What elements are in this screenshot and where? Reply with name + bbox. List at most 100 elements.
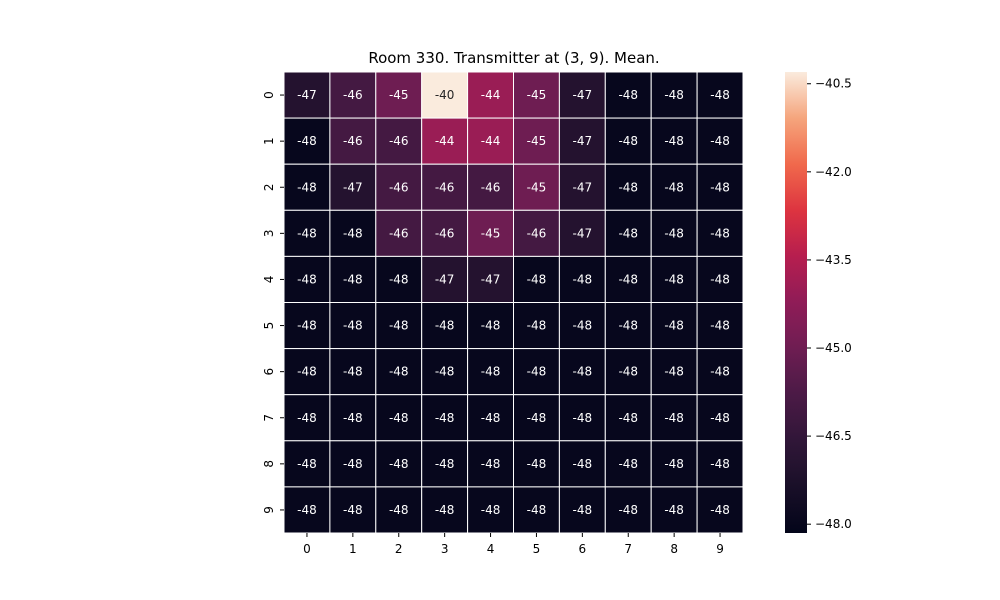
y-tick-label: 5: [262, 322, 276, 330]
heatmap-cell: [604, 163, 652, 211]
cell-value-label: -48: [435, 319, 455, 333]
cell-value-label: -48: [573, 365, 593, 379]
heatmap-cell: [329, 440, 377, 488]
heatmap-cell: [375, 440, 423, 488]
heatmap-cell: [604, 117, 652, 165]
cell-value-label: -48: [710, 411, 730, 425]
cell-value-label: -48: [481, 503, 501, 517]
x-tick-label: 9: [716, 542, 724, 556]
heatmap-cell: [513, 71, 560, 119]
heatmap-cell: [329, 255, 377, 303]
x-tick-label: 5: [533, 542, 541, 556]
cell-value-label: -48: [573, 411, 593, 425]
x-tick-label: 6: [579, 542, 587, 556]
heatmap-cell: [421, 440, 469, 488]
cell-value-label: -47: [573, 226, 593, 240]
colorbar-gradient: [785, 72, 807, 533]
heatmap-cell: [650, 209, 698, 257]
cell-value-label: -48: [389, 411, 409, 425]
cell-value-label: -48: [710, 319, 730, 333]
heatmap-cell: [604, 348, 652, 396]
heatmap-cell: [558, 486, 606, 534]
cell-value-label: -48: [527, 365, 547, 379]
heatmap-cell: [558, 440, 606, 488]
heatmap-cell: [467, 440, 515, 488]
chart-title: Room 330. Transmitter at (3, 9). Mean.: [368, 49, 659, 67]
cell-value-label: -48: [343, 272, 363, 286]
cell-value-label: -48: [664, 88, 684, 102]
cell-value-label: -45: [527, 134, 547, 148]
y-tick-label: 8: [262, 460, 276, 468]
heatmap-cell: [283, 348, 331, 396]
cell-value-label: -48: [527, 503, 547, 517]
cell-value-label: -48: [710, 503, 730, 517]
cell-value-label: -48: [389, 365, 409, 379]
x-tick-label: 3: [441, 542, 449, 556]
cell-value-label: -48: [710, 180, 730, 194]
cell-value-label: -48: [297, 272, 317, 286]
cell-value-label: -47: [343, 180, 363, 194]
cell-value-label: -48: [710, 88, 730, 102]
cell-value-label: -46: [527, 226, 547, 240]
cell-value-label: -48: [297, 226, 317, 240]
cell-value-label: -48: [710, 272, 730, 286]
heatmap-cell: [375, 163, 423, 211]
cell-value-label: -48: [297, 180, 317, 194]
heatmap-cell: [467, 486, 515, 534]
cell-value-label: -48: [710, 457, 730, 471]
heatmap-cell: [375, 255, 423, 303]
heatmap-cell: [421, 348, 469, 396]
colorbar-tick-label: −48.0: [815, 517, 852, 531]
heatmap-cell: [283, 71, 331, 119]
y-tick-label: 4: [262, 276, 276, 284]
y-axis: 0 1 2 3 4 5 6 7 8 9: [262, 91, 284, 514]
cell-value-label: -48: [389, 503, 409, 517]
heatmap-cell: [513, 394, 560, 442]
x-tick-label: 7: [624, 542, 632, 556]
heatmap-cell: [650, 440, 698, 488]
heatmap-cell: [604, 486, 652, 534]
heatmap-cell: [467, 302, 515, 350]
cell-value-label: -48: [527, 411, 547, 425]
cell-value-label: -48: [297, 411, 317, 425]
heatmap-cells: -47 -46 -45 -40 -44 -45 -47 -48 -48 -48 -48 -46 -46 -…: [283, 71, 744, 534]
cell-value-label: -44: [481, 88, 501, 102]
heatmap-cell: [283, 209, 331, 257]
heatmap-cell: [283, 163, 331, 211]
heatmap-cell: [696, 71, 744, 119]
cell-value-label: -48: [618, 226, 638, 240]
heatmap-cell: [329, 117, 377, 165]
cell-value-label: -48: [664, 226, 684, 240]
heatmap-cell: [329, 163, 377, 211]
heatmap-cell: [421, 394, 469, 442]
cell-value-label: -48: [481, 365, 501, 379]
heatmap-cell: [467, 394, 515, 442]
heatmap-cell: [558, 348, 606, 396]
cell-value-label: -46: [389, 180, 409, 194]
cell-value-label: -48: [435, 457, 455, 471]
cell-value-label: -48: [527, 272, 547, 286]
cell-value-label: -45: [527, 180, 547, 194]
heatmap-cell: [604, 394, 652, 442]
cell-value-label: -48: [664, 503, 684, 517]
heatmap-cell: [513, 117, 560, 165]
y-tick-label: 2: [262, 183, 276, 191]
cell-value-label: -48: [343, 365, 363, 379]
cell-value-label: -47: [481, 272, 501, 286]
cell-value-label: -40: [435, 88, 455, 102]
cell-value-label: -47: [573, 180, 593, 194]
x-tick-label: 0: [303, 542, 311, 556]
heatmap-cell: [558, 255, 606, 303]
cell-value-label: -48: [573, 272, 593, 286]
colorbar-tick-label: −40.5: [815, 77, 852, 91]
heatmap-cell: [604, 255, 652, 303]
heatmap-cell: [283, 302, 331, 350]
x-tick-label: 4: [487, 542, 495, 556]
y-tick-label: 9: [262, 506, 276, 514]
x-tick-label: 1: [349, 542, 357, 556]
heatmap-cell: [650, 486, 698, 534]
cell-value-label: -48: [389, 272, 409, 286]
cell-value-label: -44: [435, 134, 455, 148]
cell-value-label: -48: [618, 503, 638, 517]
